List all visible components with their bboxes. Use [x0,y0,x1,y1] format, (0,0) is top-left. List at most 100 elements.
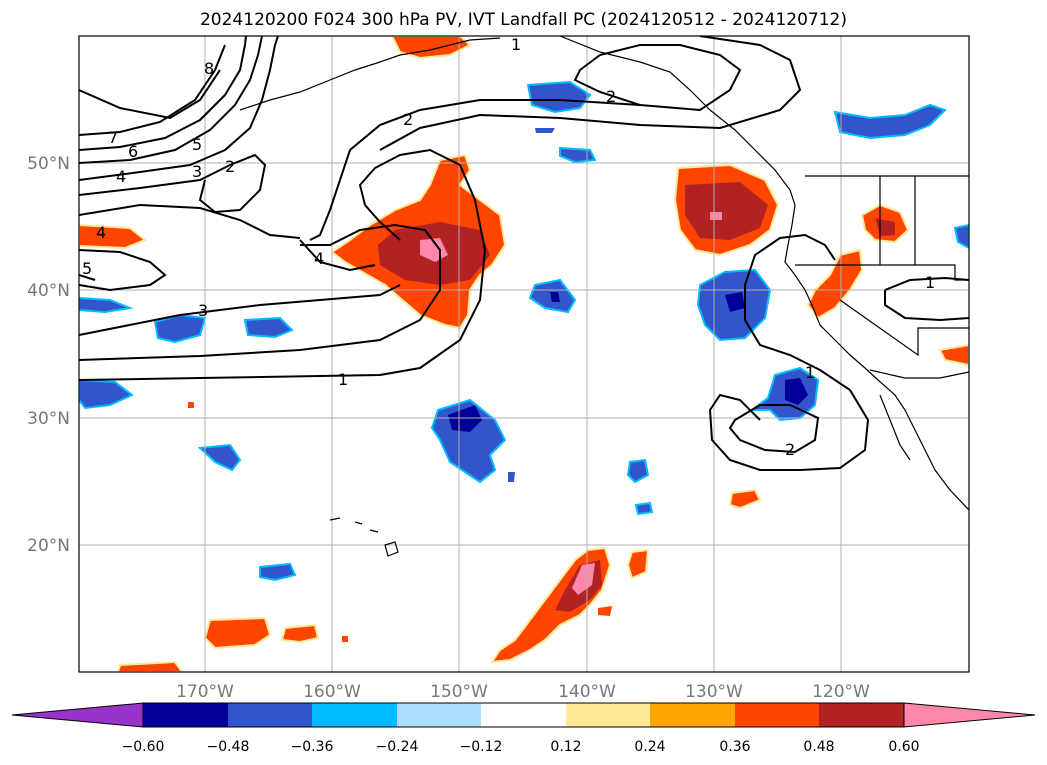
contour-labels: 1 2 2 8 7 6 5 4 3 2 4 4 5 3 1 1 1 2 [82,35,935,459]
coastlines [239,36,969,557]
lon-label: 160°W [303,682,361,702]
alaska-coastline [239,37,501,111]
anomaly-blob [116,660,184,672]
lat-label: 30°N [27,409,70,429]
contour-line [79,36,263,164]
anomaly-blob [572,563,595,595]
anomaly-blob [833,103,947,140]
contour-label: 1 [925,273,935,292]
contour-label: 1 [511,35,521,54]
contour-label: 6 [128,142,138,161]
plot-frame [78,35,970,673]
hawaii-islands [329,517,399,557]
anomaly-blob [259,562,297,582]
anomaly-blob [938,343,969,367]
anomaly-blob [634,501,654,516]
anomaly-blob [559,146,597,164]
contour-label: 5 [192,135,202,154]
contour-label: 3 [198,301,208,320]
baja-coastline [879,394,911,461]
colorbar-tick-label: 0.36 [719,739,750,755]
alaska-panhandle-coastline [559,36,791,191]
contour-label: 4 [314,249,324,268]
contour-line [79,36,247,151]
colorbar-left-extension [11,702,144,728]
us-west-coastline [784,189,969,511]
anomaly-blob [243,316,294,339]
contour-label: 8 [204,59,214,78]
contour-line [79,274,96,281]
gridlines [79,36,969,672]
contour-label: 4 [96,223,106,242]
latitude-labels: 50°N 40°N 30°N 20°N [27,154,70,556]
contour-label: 2 [225,157,235,176]
contour-line [708,233,870,471]
contour-line [79,69,221,120]
contour-line [79,249,167,292]
anomaly-blob [598,606,612,616]
anomaly-blob [188,402,194,408]
anomaly-blob [728,488,762,510]
lat-label: 50°N [27,154,70,174]
colorbar-tick-label: 0.24 [634,739,665,755]
colorbar-outline [142,702,905,728]
colorbar-segment [481,703,566,727]
us-state-border [839,299,969,357]
colorbar-tick-label: −0.24 [376,739,419,755]
anomaly-blob [785,378,808,405]
anomaly-blob [710,212,722,220]
contour-line [339,44,742,181]
colorbar-segment [312,703,397,727]
colorbar-tick-label: 0.12 [550,739,581,755]
anomaly-blob [953,223,969,250]
positive-anomaly-blobs [79,36,969,672]
contour-label: 4 [116,167,126,186]
contour-label: 1 [338,370,348,389]
colorbar-segment [228,703,312,727]
longitude-labels: 170°W 160°W 150°W 140°W 130°W 120°W [176,682,870,702]
anomaly-blob [725,292,745,312]
contour-label: 7 [108,128,118,147]
colorbar-segment [397,703,481,727]
anomaly-blob [526,80,592,114]
ivt-contours [79,36,969,471]
contour-line [79,36,279,181]
contour-label: 2 [606,87,616,106]
anomaly-blob [685,182,768,240]
lon-label: 130°W [685,682,743,702]
contour-line [884,276,969,322]
contour-line [79,153,267,214]
colorbar-segment [819,703,904,727]
contour-line [79,203,301,239]
contour-line [573,54,641,106]
colorbar-segment [650,703,735,727]
lat-label: 40°N [27,281,70,301]
anomaly-blob [342,636,348,642]
map-plot: 1 2 2 8 7 6 5 4 3 2 4 4 5 3 1 1 1 2 [79,35,969,672]
negative-anomaly-blobs [79,80,969,582]
contour-label: 2 [403,110,413,129]
lat-label: 20°N [27,536,70,556]
colorbar-segment [143,703,228,727]
contour-line [79,44,226,136]
contour-label: 5 [82,259,92,278]
map-title: 2024120200 F024 300 hPa PV, IVT Landfall… [199,10,847,30]
contour-line [299,239,376,272]
lon-label: 140°W [558,682,616,702]
mexico-border [869,369,969,379]
colorbar-segment [735,703,819,727]
anomaly-blob [280,623,320,644]
contour-line [309,179,341,241]
lon-label: 170°W [176,682,234,702]
lon-label: 120°W [812,682,870,702]
colorbar-tick-label: −0.36 [291,739,334,755]
colorbar-tick-label: 0.60 [888,739,919,755]
colorbar-segment [566,703,650,727]
contour-line [379,36,802,151]
colorbar-tick-label: −0.12 [460,739,503,755]
anomaly-blob [806,248,864,320]
anomaly-blob [197,443,242,472]
contour-line [728,404,820,454]
anomaly-blob [79,296,134,314]
